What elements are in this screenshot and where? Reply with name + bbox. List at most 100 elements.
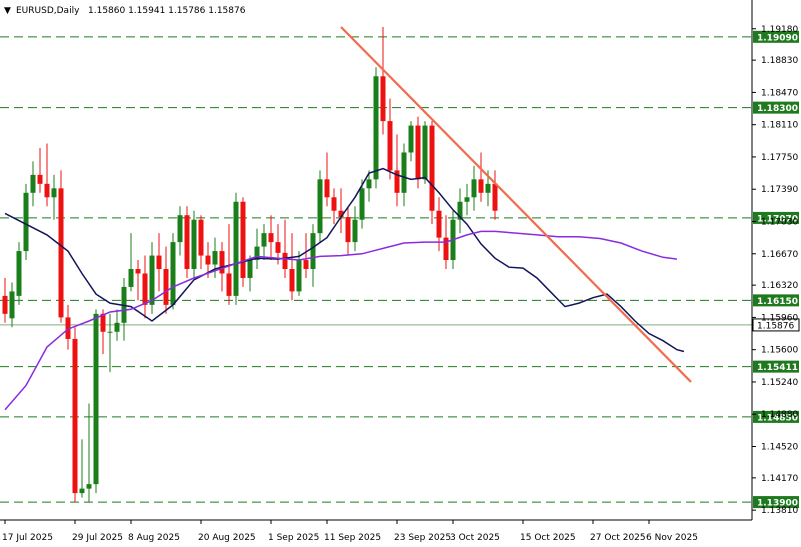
bull-candle-body (254, 246, 260, 261)
bull-candle-body (359, 188, 365, 220)
bull-candle-body (16, 251, 22, 296)
bull-candle-body (352, 219, 358, 243)
bull-candle-body (366, 179, 372, 189)
level-price-box (753, 410, 799, 423)
bear-candle-body (415, 125, 421, 180)
date-tick-label: 1 Sep 2025 (268, 533, 319, 543)
date-tick-label: 8 Aug 2025 (128, 533, 180, 543)
date-tick-label: 6 Nov 2025 (646, 533, 698, 543)
bear-candle-body (198, 219, 204, 256)
bear-candle-body (44, 183, 50, 198)
level-price-label: 1.19090 (757, 33, 798, 43)
bear-candle-body (268, 233, 274, 243)
price-tick-label: 1.15600 (761, 346, 798, 356)
current-price-label: 1.15876 (757, 321, 794, 331)
bull-candle-body (317, 179, 323, 234)
bull-candle-body (233, 201, 239, 296)
level-price-box (753, 360, 799, 373)
bull-candle-body (401, 152, 407, 193)
level-price-box (753, 496, 799, 509)
bear-candle-body (492, 183, 498, 211)
level-price-box (753, 30, 799, 43)
bear-candle-body (331, 197, 337, 211)
symbol-label: EURUSD,Daily (16, 6, 80, 16)
bull-candle-body (422, 125, 428, 180)
bull-candle-body (23, 192, 29, 252)
bull-candle-body (51, 188, 57, 198)
date-tick-label: 23 Sep 2025 (394, 533, 451, 543)
date-axis: 17 Jul 2025 29 Jul 2025 8 Aug 2025 20 Aug 2… (2, 520, 698, 543)
bull-candle-body (373, 76, 379, 180)
date-tick-label: 17 Jul 2025 (2, 533, 53, 543)
bull-candle-body (408, 125, 414, 153)
bull-candle-body (464, 197, 470, 202)
bull-candle-body (471, 179, 477, 198)
level-price-label: 1.16150 (757, 297, 798, 307)
bear-candle-body (282, 252, 288, 269)
bull-candle-body (30, 174, 36, 193)
bull-candle-body (310, 233, 316, 269)
bull-candle-body (485, 183, 491, 193)
date-tick-label: 11 Sep 2025 (324, 533, 381, 543)
price-tick-label: 1.18830 (761, 56, 798, 66)
level-price-label: 1.17070 (757, 214, 798, 224)
price-tick-label: 1.18470 (761, 88, 798, 98)
level-price-label: 1.18300 (757, 104, 798, 114)
price-tick-label: 1.17750 (761, 153, 798, 163)
support-resistance-levels: 1.19090 1.18300 1.17070 1.16150 1.15411 1.148… (0, 30, 800, 509)
date-tick-label: 15 Oct 2025 (520, 533, 576, 543)
bull-candle-body (247, 260, 253, 278)
price-tick-label: 1.17030 (761, 217, 798, 227)
bear-candle-body (135, 269, 141, 274)
bear-candle-body (163, 269, 169, 305)
date-tick-label: 3 Oct 2025 (450, 533, 500, 543)
bull-candle-body (128, 269, 134, 287)
bear-candle-body (100, 313, 106, 332)
current-price-box (752, 318, 800, 332)
level-price-box (753, 294, 799, 307)
bear-candle-body (443, 237, 449, 261)
bear-candle-body (303, 260, 309, 269)
moving-averages (4, 167, 685, 411)
bear-candle-body (219, 251, 225, 274)
bull-candle-body (296, 260, 302, 292)
bull-candle-body (177, 215, 183, 243)
bear-candle-body (429, 125, 435, 211)
collapse-arrow-icon[interactable]: ▼ (4, 6, 11, 16)
price-axis: 1.19180 1.18830 1.18470 1.18110 1.17750 1.173… (0, 0, 798, 521)
bull-candle-body (149, 255, 155, 305)
bear-candle-body (338, 210, 344, 218)
bear-candle-body (156, 255, 162, 269)
bear-candle-body (205, 255, 211, 265)
bear-candle-body (72, 338, 78, 494)
level-price-label: 1.13900 (757, 499, 798, 509)
bear-candle-body (324, 179, 330, 198)
bear-candle-body (226, 273, 232, 296)
downtrend-line (340, 26, 692, 383)
price-tick-label: 1.15240 (761, 378, 798, 388)
bear-candle-body (58, 188, 64, 318)
date-tick-label: 29 Jul 2025 (72, 533, 123, 543)
level-price-box (753, 211, 799, 224)
bear-candle-body (478, 179, 484, 193)
bull-candle-body (107, 331, 113, 333)
level-price-label: 1.15411 (757, 363, 798, 373)
bear-candle-body (289, 269, 295, 292)
trendline-layer (340, 26, 692, 383)
price-tick-label: 1.14520 (761, 442, 798, 452)
bull-candle-body (457, 201, 463, 220)
date-tick-label: 27 Oct 2025 (590, 533, 646, 543)
bear-candle-body (394, 170, 400, 193)
bull-candle-body (170, 242, 176, 305)
price-tick-label: 1.19180 (761, 25, 798, 35)
ohlc-readout: 1.15860 1.15941 1.15786 1.15876 (88, 6, 246, 16)
price-tick-label: 1.16670 (761, 250, 798, 260)
bear-candle-body (2, 295, 8, 314)
price-tick-label: 1.18110 (761, 121, 798, 131)
bear-candle-body (184, 215, 190, 269)
price-tick-label: 1.17390 (761, 185, 798, 195)
bull-candle-body (9, 291, 15, 319)
bull-candle-body (212, 251, 218, 265)
bull-candle-body (191, 219, 197, 269)
price-tick-label: 1.14170 (761, 474, 798, 484)
